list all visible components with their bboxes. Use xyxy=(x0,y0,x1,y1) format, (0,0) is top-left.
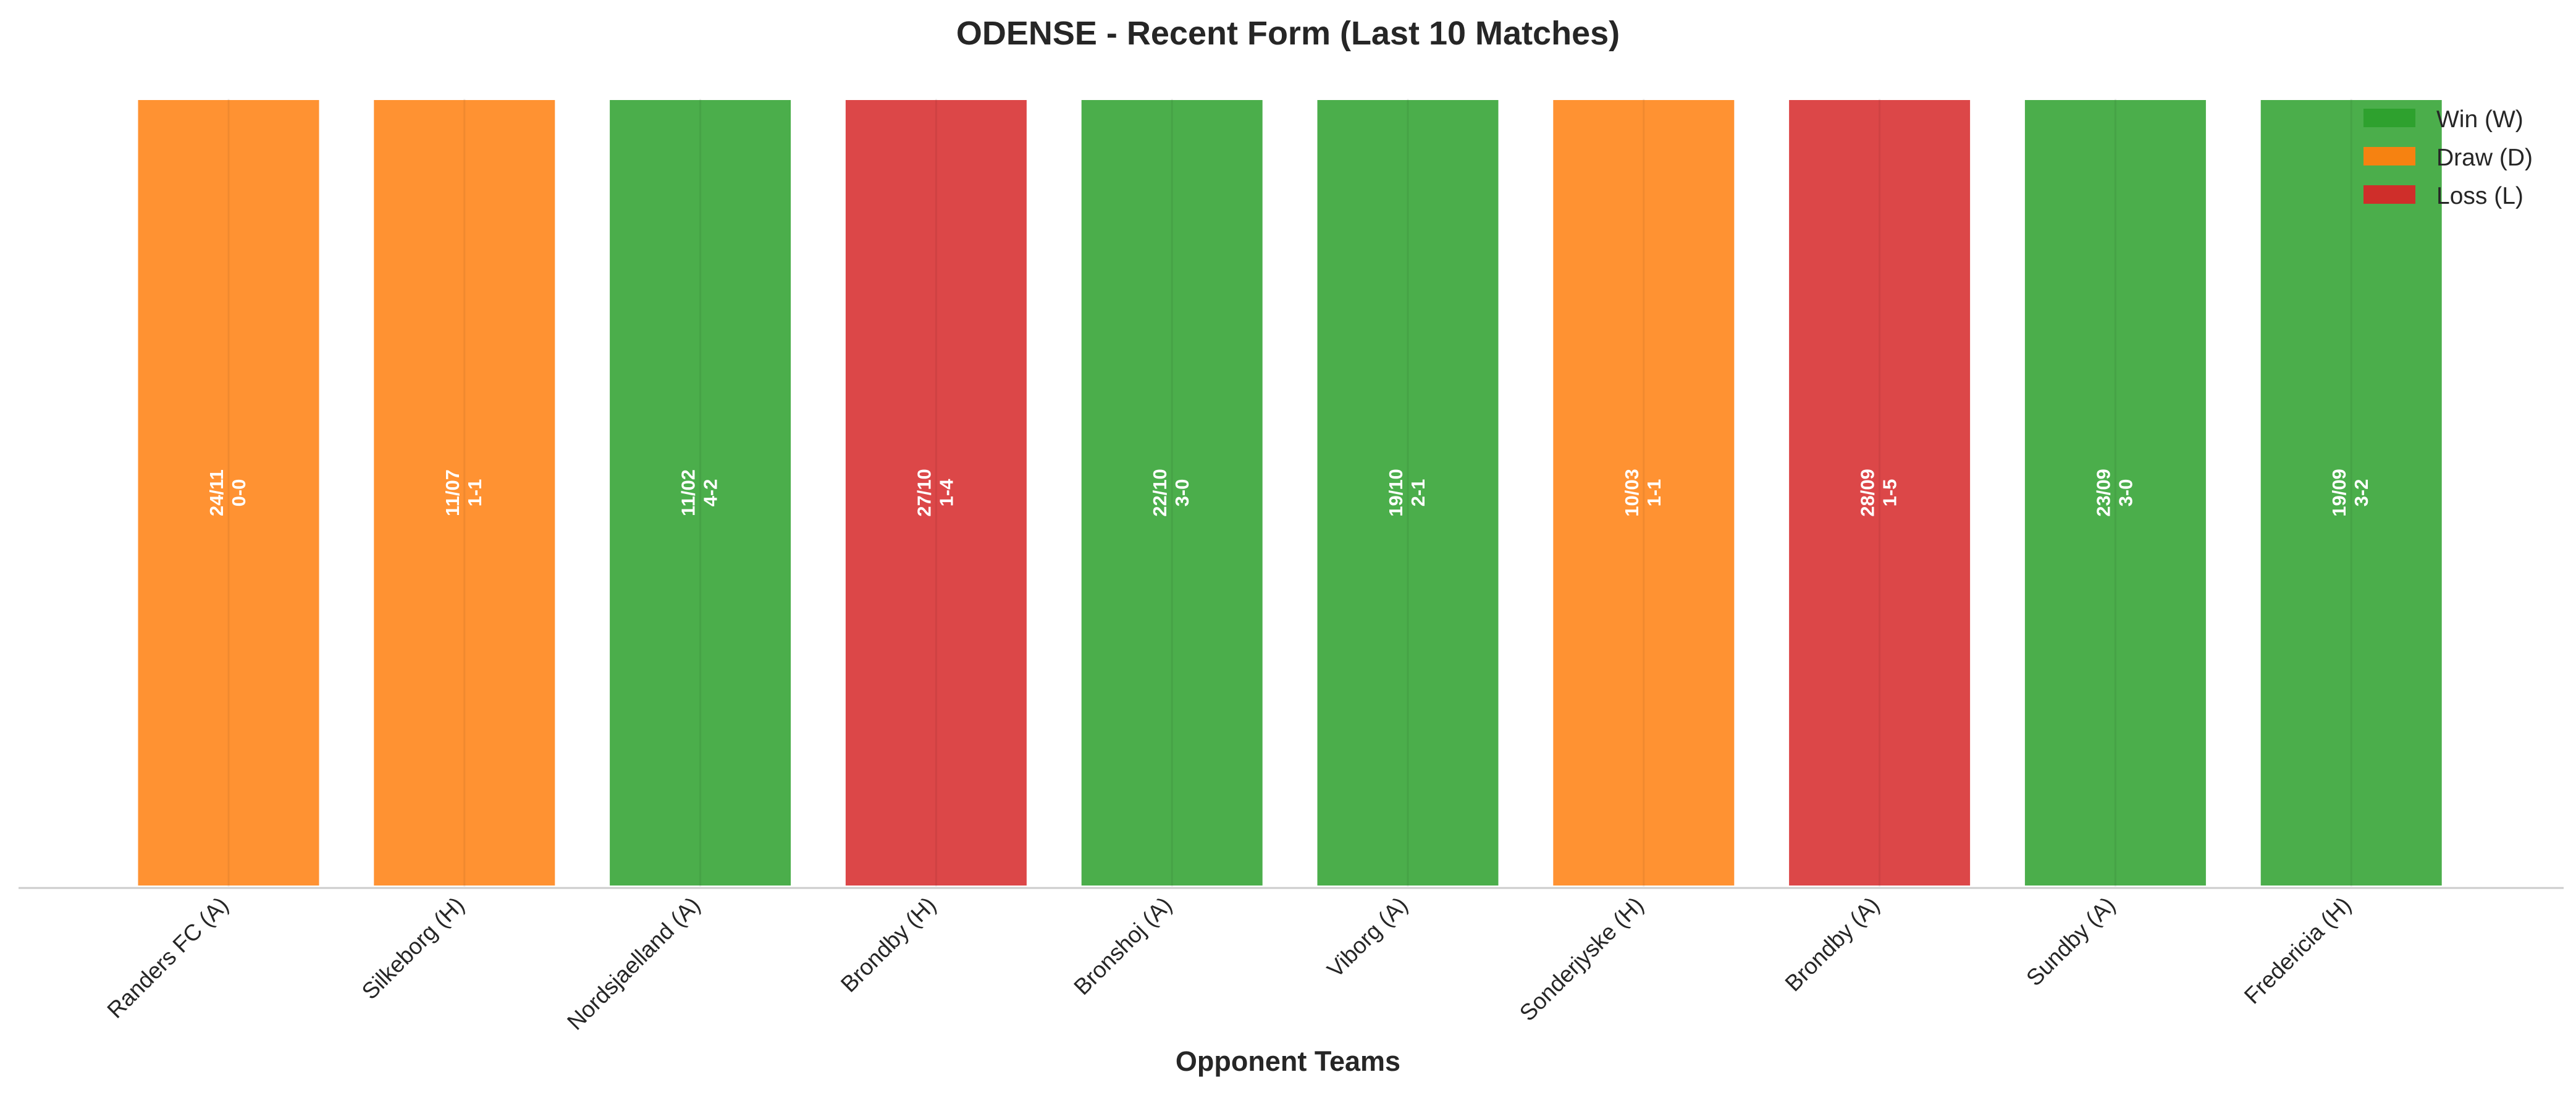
x-tick-labels: Randers FC (A) Silkeborg (H) Nordsjaelland… xyxy=(102,892,2355,1035)
bar-6 xyxy=(1315,98,1501,888)
x-tick-label-10: Fredericia (H) xyxy=(2239,892,2356,1009)
bar-10 xyxy=(2258,98,2444,888)
chart-title: ODENSE - Recent Form (Last 10 Matches) xyxy=(956,15,1620,52)
bar-label-8: 28/091-5 xyxy=(1857,469,1901,517)
bar-label-score: 3-0 xyxy=(2115,479,2136,507)
legend: Win (W) Draw (D) Loss (L) xyxy=(2363,106,2533,209)
bar-label-score: 3-0 xyxy=(1171,479,1193,507)
bar-9 xyxy=(2022,98,2208,888)
bar-label-7: 10/031-1 xyxy=(1621,469,1665,517)
legend-label-l: Loss (L) xyxy=(2436,183,2523,209)
bar-1 xyxy=(135,98,322,888)
x-tick-label-1: Randers FC (A) xyxy=(102,892,233,1023)
legend-swatch-w xyxy=(2363,109,2415,127)
bar-label-1: 24/110-0 xyxy=(206,469,250,516)
x-tick-label-9: Sundby (A) xyxy=(2021,892,2120,991)
bar-label-date: 11/07 xyxy=(442,469,463,516)
x-axis-label: Opponent Teams xyxy=(1176,1045,1400,1077)
bar-label-2: 11/071-1 xyxy=(442,469,486,516)
bar-label-score: 3-2 xyxy=(2351,479,2372,507)
bar-3 xyxy=(607,98,794,888)
legend-label-w: Win (W) xyxy=(2436,106,2523,133)
bar-label-6: 19/102-1 xyxy=(1385,469,1429,517)
bar-label-score: 1-1 xyxy=(464,479,486,507)
bar-label-date: 22/10 xyxy=(1149,469,1171,517)
x-tick-label-6: Viborg (A) xyxy=(1322,892,1412,982)
x-tick-label-3: Nordsjaelland (A) xyxy=(562,892,705,1035)
bar-7 xyxy=(1551,98,1737,888)
bar-label-3: 11/024-2 xyxy=(678,469,722,516)
bar-label-score: 4-2 xyxy=(700,479,722,507)
bar-label-score: 1-1 xyxy=(1643,479,1665,507)
bar-2 xyxy=(371,98,558,888)
legend-swatch-l xyxy=(2363,185,2415,204)
bar-label-4: 27/101-4 xyxy=(913,469,957,517)
bar-label-score: 1-4 xyxy=(935,479,957,507)
bar-4 xyxy=(843,98,1029,888)
bar-label-9: 23/093-0 xyxy=(2092,469,2136,517)
x-tick-label-7: Sonderjyske (H) xyxy=(1515,892,1649,1026)
bars-layer xyxy=(135,98,2444,888)
bar-label-date: 10/03 xyxy=(1621,469,1643,517)
x-tick-label-2: Silkeborg (H) xyxy=(357,892,469,1005)
bar-8 xyxy=(1787,98,1973,888)
bar-label-score: 1-5 xyxy=(1879,479,1901,507)
bar-label-score: 2-1 xyxy=(1407,479,1429,507)
bar-label-date: 19/09 xyxy=(2328,469,2350,517)
x-tick-label-4: Brondby (H) xyxy=(836,892,941,997)
bar-label-date: 19/10 xyxy=(1385,469,1407,517)
legend-swatch-d xyxy=(2363,147,2415,165)
bar-label-date: 27/10 xyxy=(913,469,935,517)
bar-label-10: 19/093-2 xyxy=(2328,469,2372,517)
bar-label-5: 22/103-0 xyxy=(1149,469,1193,517)
bar-5 xyxy=(1079,98,1265,888)
bar-labels-layer: 24/110-0 11/071-1 11/024-2 27/101-4 22/103-0… xyxy=(206,469,2372,517)
bar-label-date: 28/09 xyxy=(1857,469,1879,517)
legend-label-d: Draw (D) xyxy=(2436,144,2533,171)
x-tick-label-8: Brondby (A) xyxy=(1780,892,1885,997)
bar-label-date: 23/09 xyxy=(2092,469,2114,517)
bar-label-date: 11/02 xyxy=(678,469,699,516)
bar-label-date: 24/11 xyxy=(206,469,227,516)
x-tick-label-5: Bronshoj (A) xyxy=(1069,892,1176,1000)
bar-label-score: 0-0 xyxy=(228,479,250,507)
